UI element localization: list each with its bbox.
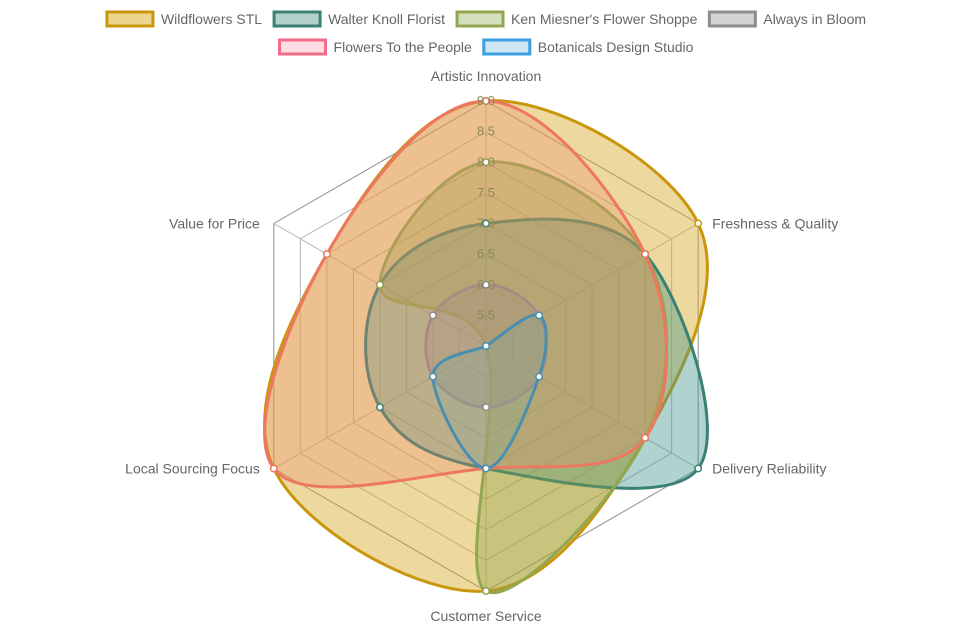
legend-item-flowers-to-the-people[interactable]: Flowers To the People — [278, 38, 472, 56]
data-point[interactable] — [482, 158, 490, 167]
legend-label: Wildflowers STL — [161, 11, 262, 27]
data-point[interactable] — [375, 403, 384, 412]
grid-spoke — [485, 223, 699, 347]
data-point[interactable] — [694, 464, 703, 473]
legend-item-ken-miesner-s-flower-shoppe[interactable]: Ken Miesner's Flower Shoppe — [455, 10, 698, 28]
tick-label: 7.5 — [477, 185, 495, 200]
data-point[interactable] — [322, 250, 331, 259]
axis-labels: Artistic Innovation Freshness & Quality De… — [125, 68, 838, 624]
data-point[interactable] — [694, 219, 703, 228]
series-layer — [263, 97, 709, 595]
tick-label: 8.0 — [477, 154, 495, 169]
data-point[interactable] — [535, 372, 543, 381]
legend-swatch — [707, 10, 757, 28]
tick-label: 7.0 — [477, 216, 495, 231]
legend-item-botanicals-design-studio[interactable]: Botanicals Design Studio — [482, 38, 694, 56]
legend-label: Ken Miesner's Flower Shoppe — [511, 11, 698, 27]
legend-item-always-in-bloom[interactable]: Always in Bloom — [707, 10, 866, 28]
legend-item-walter-knoll-florist[interactable]: Walter Knoll Florist — [272, 10, 445, 28]
data-point[interactable] — [482, 587, 490, 595]
tick-label: 9.0 — [477, 93, 495, 108]
legend-swatch — [272, 10, 322, 28]
legend-label: Always in Bloom — [763, 11, 866, 27]
data-point[interactable] — [482, 97, 490, 105]
data-point[interactable] — [482, 219, 490, 228]
data-point[interactable] — [482, 342, 490, 350]
data-point[interactable] — [429, 311, 437, 320]
data-point[interactable] — [269, 464, 278, 473]
data-point[interactable] — [482, 280, 490, 289]
data-point[interactable] — [482, 403, 490, 412]
legend-label: Walter Knoll Florist — [328, 11, 445, 27]
data-point[interactable] — [641, 433, 650, 442]
points-botanicals-design-studio — [429, 311, 543, 473]
grid-spoke — [485, 345, 699, 469]
legend: Wildflowers STL Walter Knoll Florist Ken M… — [105, 10, 866, 56]
tick-label: 5.5 — [477, 307, 495, 322]
legend-label: Botanicals Design Studio — [538, 39, 694, 55]
data-point[interactable] — [429, 372, 437, 381]
data-point[interactable] — [375, 280, 384, 289]
legend-swatch — [482, 38, 532, 56]
tick-label: 6.5 — [477, 246, 495, 261]
legend-swatch — [278, 38, 328, 56]
legend-swatch — [455, 10, 505, 28]
legend-label: Flowers To the People — [334, 39, 472, 55]
axis-label-artistic-innovation: Artistic Innovation — [431, 68, 542, 84]
legend-swatch — [105, 10, 155, 28]
axis-label-freshness-quality: Freshness & Quality — [712, 216, 838, 232]
axis-label-value-for-price: Value for Price — [169, 216, 260, 232]
legend-item-wildflowers-stl[interactable]: Wildflowers STL — [105, 10, 262, 28]
axis-label-delivery-reliability: Delivery Reliability — [712, 461, 826, 477]
axis-label-customer-service: Customer Service — [430, 608, 541, 624]
data-point[interactable] — [535, 311, 543, 320]
axis-label-local-sourcing-focus: Local Sourcing Focus — [125, 461, 260, 477]
data-point[interactable] — [482, 464, 490, 473]
tick-label: 6.0 — [477, 277, 495, 292]
tick-labels: 5.5 6.0 6.5 7.0 7.5 8.0 8.5 9.0 — [477, 93, 495, 322]
tick-label: 8.5 — [477, 124, 495, 139]
data-point[interactable] — [641, 250, 650, 259]
